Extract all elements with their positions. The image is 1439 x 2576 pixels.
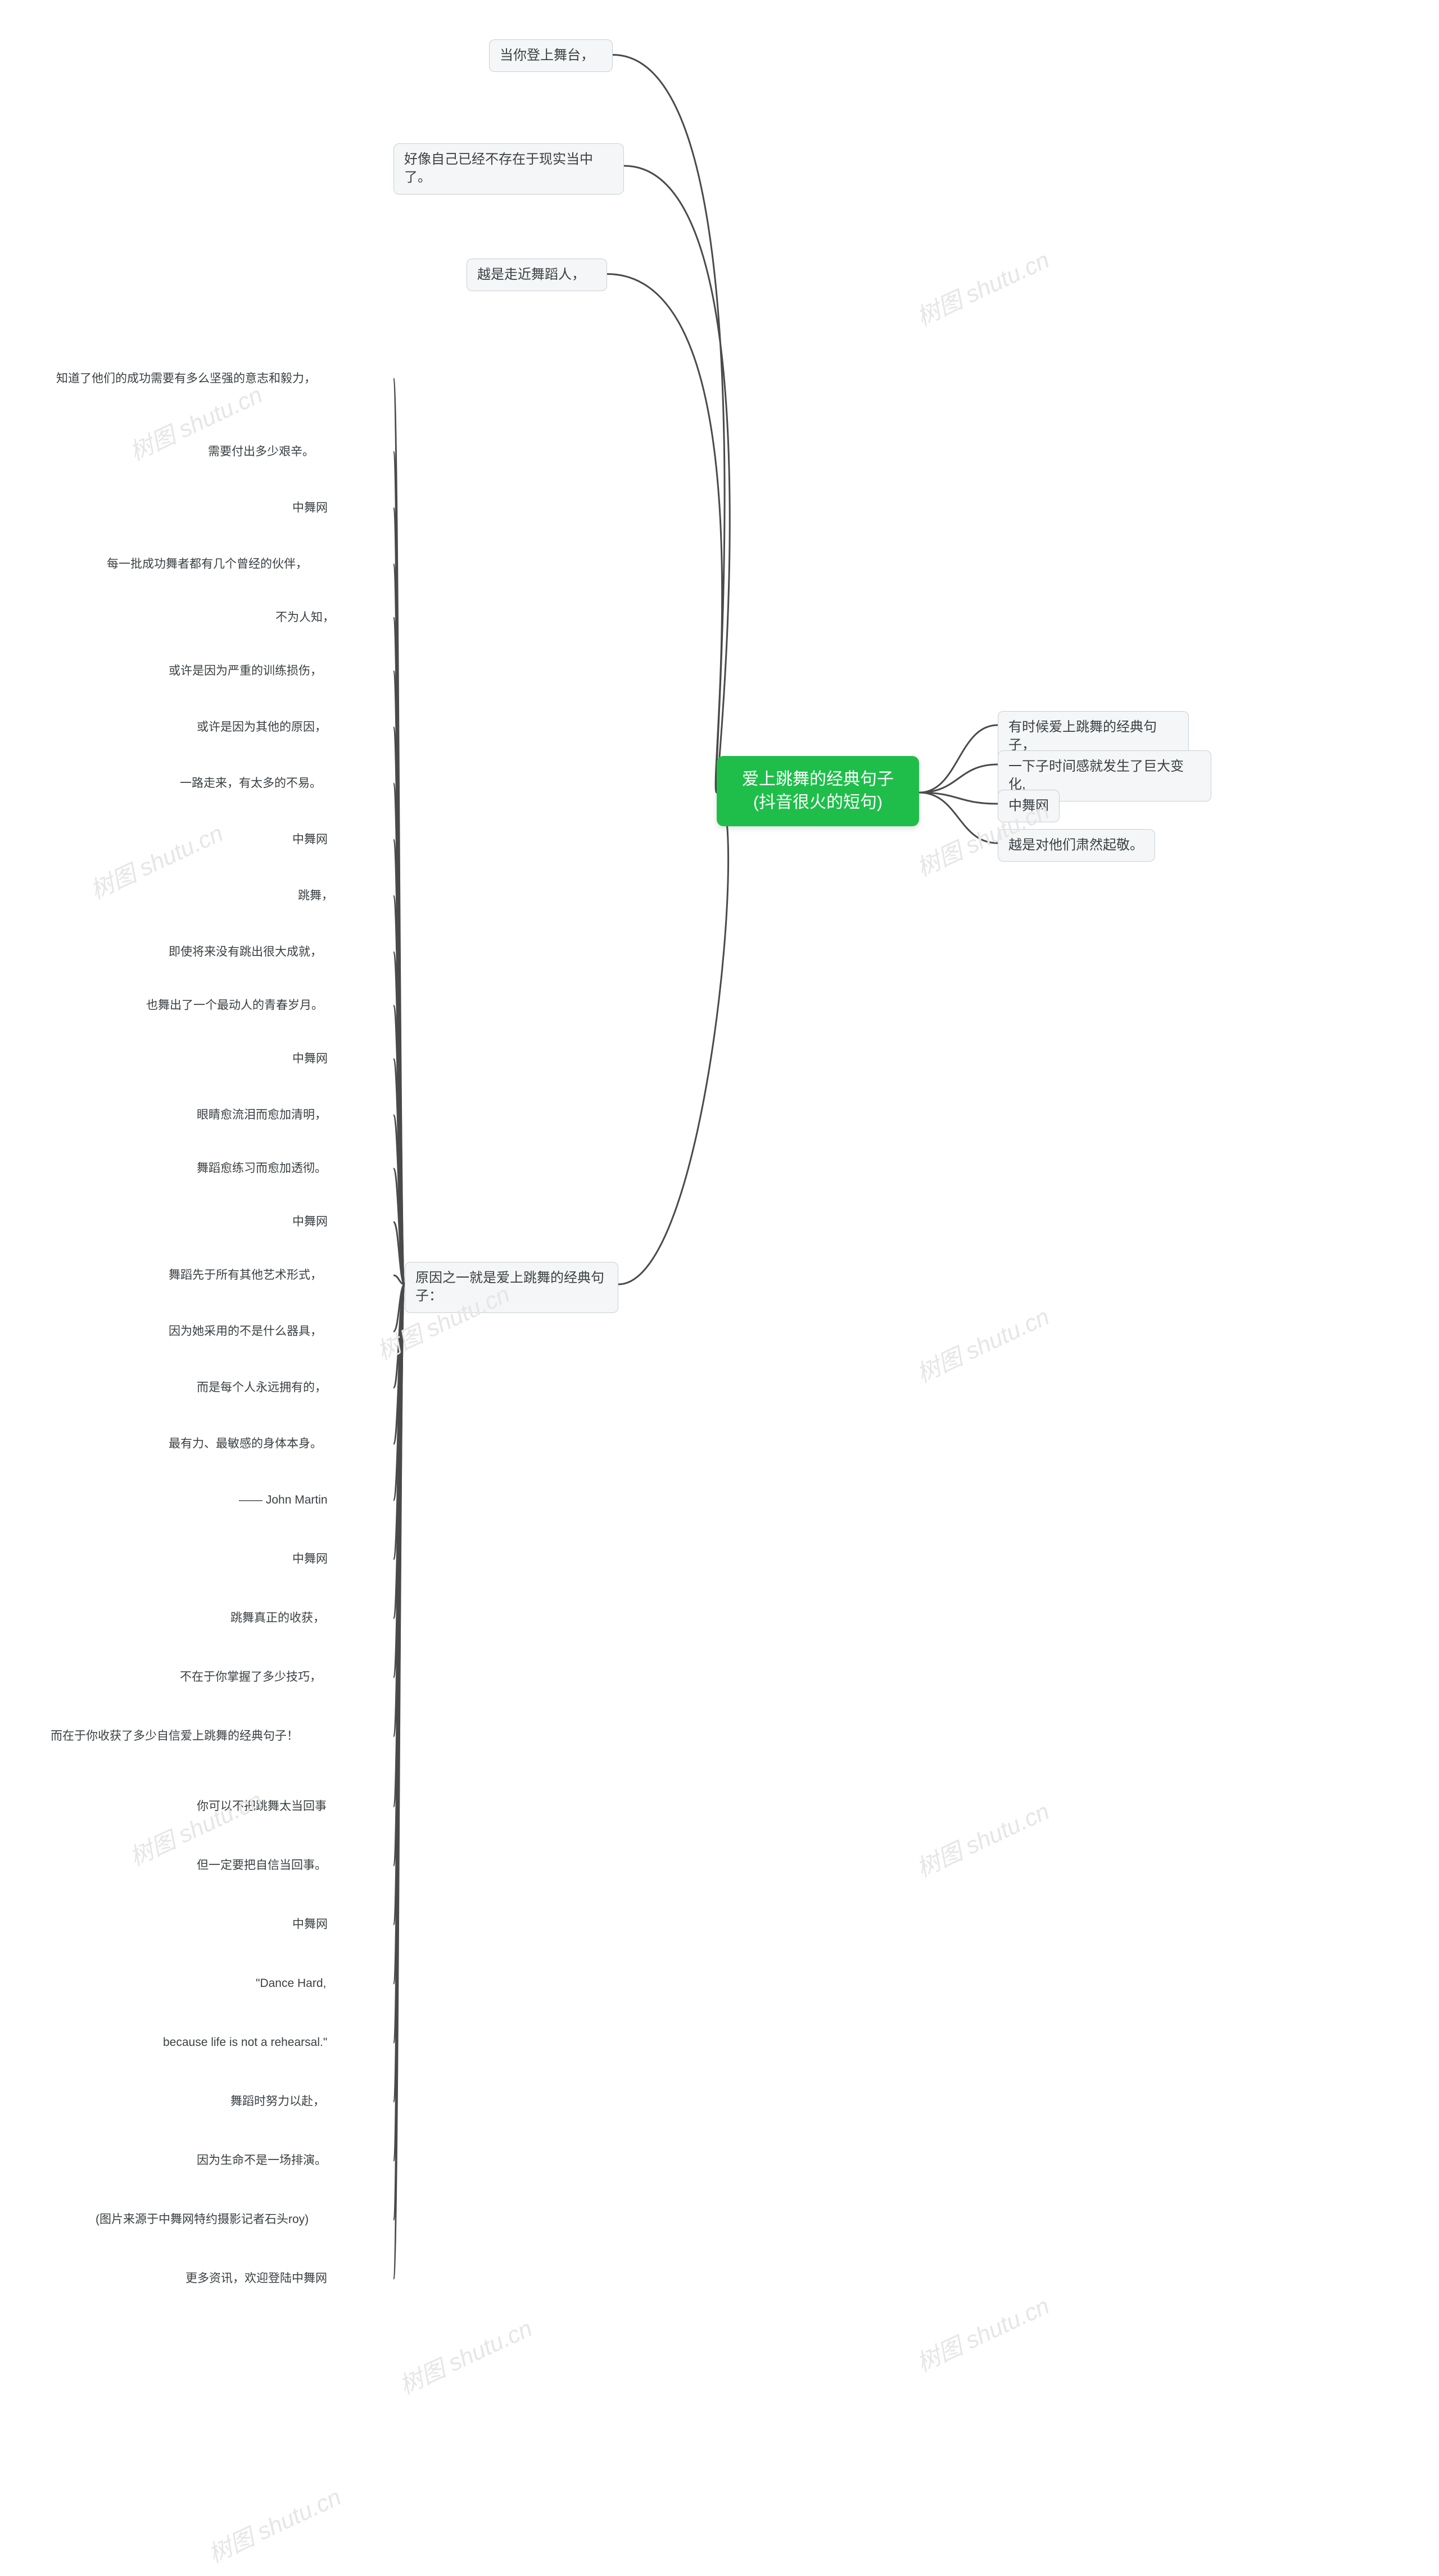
leaf-23: 不在于你掌握了多少技巧， xyxy=(180,1669,322,1685)
edge xyxy=(393,1169,405,1284)
edge xyxy=(919,793,998,804)
leaf-19: 最有力、最敏感的身体本身。 xyxy=(169,1436,322,1452)
edge xyxy=(393,1284,405,1736)
edge xyxy=(393,952,405,1284)
leaf-18: 而是每个人永远拥有的， xyxy=(197,1380,327,1396)
leaf-28: "Dance Hard, xyxy=(256,1976,326,1991)
watermark: 树图 shutu.cn xyxy=(910,2287,1054,2379)
leaf-13: 眼睛愈流泪而愈加清明， xyxy=(197,1107,327,1123)
edge xyxy=(393,618,405,1284)
edge xyxy=(393,1284,405,1618)
edge xyxy=(393,671,405,1284)
leaf-6: 或许是因为其他的原因， xyxy=(197,719,327,735)
leaf-20: —— John Martin xyxy=(239,1492,328,1508)
edge xyxy=(393,1284,405,1444)
edge xyxy=(919,725,998,793)
edge xyxy=(393,784,405,1284)
edge xyxy=(393,1284,405,1984)
leaf-12: 中舞网 xyxy=(292,1051,328,1067)
leaf-8: 中舞网 xyxy=(292,832,328,848)
watermark: 树图 shutu.cn xyxy=(910,241,1054,333)
root-node: 爱上跳舞的经典句子(抖音很火的短句) xyxy=(717,756,919,826)
edge xyxy=(393,564,405,1284)
watermark: 树图 shutu.cn xyxy=(393,2310,537,2401)
edge xyxy=(919,764,998,793)
edge xyxy=(618,793,728,1284)
watermark: 树图 shutu.cn xyxy=(202,2478,346,2570)
leaf-10: 即使将来没有跳出很大成就， xyxy=(169,944,322,960)
edge xyxy=(393,1275,405,1284)
right-child-3: 越是对他们肃然起敬。 xyxy=(998,829,1155,862)
edge xyxy=(393,1059,405,1284)
edge xyxy=(919,793,998,843)
edge xyxy=(393,1284,405,1807)
left-top-2: 越是走近舞蹈人， xyxy=(467,259,607,291)
leaf-14: 舞蹈愈练习而愈加透彻。 xyxy=(197,1161,327,1176)
leaf-26: 但一定要把自信当回事。 xyxy=(197,1858,327,1873)
leaf-1: 需要付出多少艰辛。 xyxy=(208,444,314,460)
edge xyxy=(393,1115,405,1284)
leaf-16: 舞蹈先于所有其他艺术形式， xyxy=(169,1267,322,1283)
watermark: 树图 shutu.cn xyxy=(910,1792,1054,1884)
edge xyxy=(393,379,405,1284)
leaf-24: 而在于你收获了多少自信爱上跳舞的经典句子！ xyxy=(51,1728,298,1744)
edge xyxy=(393,1284,405,2279)
leaf-0: 知道了他们的成功需要有多么坚强的意志和毅力， xyxy=(56,371,316,387)
left-top-1: 好像自己已经不存在于现实当中了。 xyxy=(393,143,624,194)
edge xyxy=(393,1284,405,1925)
edge xyxy=(393,1284,405,2043)
edge xyxy=(393,1284,405,1677)
leaf-15: 中舞网 xyxy=(292,1214,328,1230)
leaf-21: 中舞网 xyxy=(292,1551,328,1567)
leaf-29: because life is not a rehearsal." xyxy=(163,2035,327,2050)
leaf-25: 你可以不把跳舞太当回事 xyxy=(197,1799,327,1814)
edge xyxy=(393,727,405,1284)
leaf-2: 中舞网 xyxy=(292,500,328,516)
watermark: 树图 shutu.cn xyxy=(910,1298,1054,1389)
edge xyxy=(393,1284,405,1332)
edge xyxy=(607,274,722,793)
edge xyxy=(393,840,405,1284)
leaf-31: 因为生命不是一场排演。 xyxy=(197,2153,327,2168)
watermark: 树图 shutu.cn xyxy=(84,814,228,906)
edge xyxy=(393,1284,405,1388)
leaf-5: 或许是因为严重的训练损伤， xyxy=(169,663,322,679)
edge xyxy=(393,1006,405,1284)
leaf-33: 更多资讯，欢迎登陆中舞网 xyxy=(185,2271,327,2287)
leaf-7: 一路走来，有太多的不易。 xyxy=(180,776,322,791)
edge xyxy=(613,55,725,793)
leaf-11: 也舞出了一个最动人的青春岁月。 xyxy=(146,998,323,1013)
hub-node: 原因之一就是爱上跳舞的经典句子： xyxy=(405,1262,618,1313)
edge xyxy=(393,1284,405,2102)
leaf-32: (图片来源于中舞网特约摄影记者石头roy) xyxy=(96,2212,309,2228)
leaf-3: 每一批成功舞者都有几个曾经的伙伴， xyxy=(107,556,307,572)
right-child-2: 中舞网 xyxy=(998,790,1060,822)
left-top-0: 当你登上舞台， xyxy=(489,39,613,72)
edge xyxy=(393,1284,405,2220)
leaf-9: 跳舞， xyxy=(298,888,333,904)
edge xyxy=(393,452,405,1284)
edge xyxy=(624,166,730,793)
leaf-30: 舞蹈时努力以赴， xyxy=(230,2094,325,2109)
edge xyxy=(393,1284,405,1500)
edge xyxy=(393,1284,405,1559)
edge xyxy=(393,896,405,1284)
leaf-17: 因为她采用的不是什么器具， xyxy=(169,1324,322,1339)
edge xyxy=(393,1222,405,1284)
leaf-4: 不为人知， xyxy=(275,610,334,626)
edge xyxy=(393,1284,405,2161)
edge xyxy=(393,508,405,1284)
mindmap-canvas: 爱上跳舞的经典句子(抖音很火的短句)有时候爱上跳舞的经典句子，一下子时间感就发生… xyxy=(0,0,1439,2576)
leaf-22: 跳舞真正的收获， xyxy=(230,1610,325,1626)
edge xyxy=(393,1284,405,1866)
leaf-27: 中舞网 xyxy=(292,1917,328,1932)
